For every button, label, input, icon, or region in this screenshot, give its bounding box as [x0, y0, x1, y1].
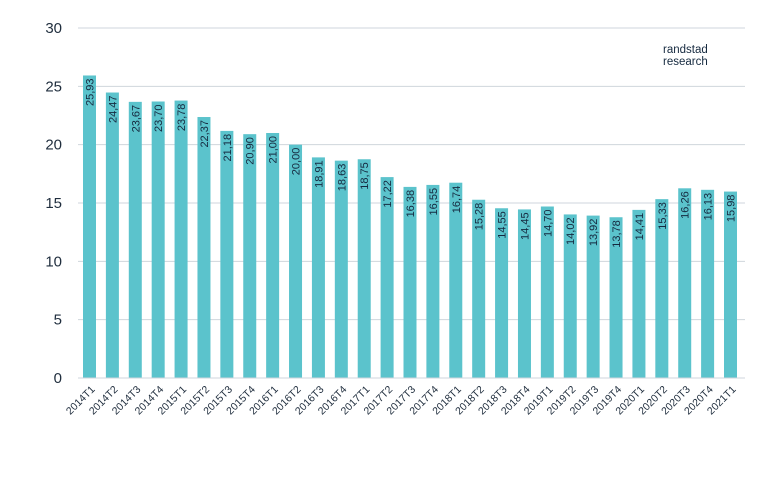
data-label: 14,55: [497, 211, 509, 239]
bar-2017T4: [426, 184, 440, 378]
y-tick-label: 20: [45, 137, 62, 154]
data-label: 15,98: [726, 195, 738, 223]
data-label: 14,45: [519, 212, 531, 240]
data-label: 18,63: [336, 164, 348, 192]
bar-2014T3: [128, 101, 142, 378]
bar-2014T2: [105, 92, 119, 379]
brand-line-2: research: [663, 56, 708, 68]
bar-2017T3: [403, 186, 417, 378]
data-label: 13,92: [588, 219, 600, 247]
bar-2015T1: [174, 100, 188, 379]
bar-2016T3: [311, 157, 325, 378]
bar-2014T1: [83, 75, 96, 378]
bar-2021T1: [724, 191, 737, 378]
data-label: 22,37: [199, 120, 211, 148]
bar-2017T1: [357, 159, 371, 378]
y-tick-label: 25: [45, 78, 62, 95]
data-label: 18,91: [313, 160, 325, 188]
y-tick-label: 30: [45, 20, 62, 37]
bar-2019T2: [563, 214, 577, 378]
y-tick-label: 0: [54, 370, 62, 387]
data-label: 15,28: [474, 203, 486, 231]
data-label: 23,70: [153, 105, 165, 133]
brand-line-1: randstad: [663, 44, 708, 56]
bar-2018T4: [517, 209, 531, 378]
data-label: 16,55: [428, 188, 440, 216]
data-label: 14,70: [542, 210, 554, 238]
bar-2018T3: [495, 208, 509, 378]
bar-2016T1: [266, 133, 280, 378]
data-label: 16,26: [680, 191, 692, 219]
bar-2016T4: [334, 160, 348, 378]
data-label: 23,78: [176, 104, 188, 132]
data-label: 23,67: [130, 105, 142, 133]
bar-2018T1: [449, 182, 463, 378]
data-label: 14,41: [634, 213, 646, 241]
bar-2015T2: [197, 117, 211, 379]
y-tick-label: 10: [45, 253, 62, 270]
bar-2019T4: [609, 217, 623, 378]
y-tick-label: 15: [45, 195, 62, 212]
data-label: 16,74: [451, 186, 463, 214]
bar-2020T4: [701, 189, 715, 378]
bar-2017T2: [380, 177, 394, 378]
bars: [83, 75, 737, 379]
bar-2019T1: [540, 206, 554, 378]
bar-2016T2: [289, 144, 303, 378]
data-label: 17,22: [382, 180, 394, 208]
data-label: 20,00: [291, 148, 303, 176]
data-label: 14,02: [565, 217, 577, 245]
bar-2015T4: [243, 134, 257, 378]
data-label: 25,93: [85, 78, 97, 106]
bar-2020T3: [678, 188, 692, 378]
bar-2020T2: [655, 199, 669, 378]
data-label: 18,75: [359, 162, 371, 190]
data-label: 20,90: [245, 137, 257, 165]
bar-2014T4: [151, 101, 165, 378]
data-label: 16,13: [703, 193, 715, 221]
brand-logo-text: randstad research: [663, 44, 708, 68]
data-label: 21,00: [268, 136, 280, 164]
y-tick-label: 5: [54, 312, 62, 329]
bar-2015T3: [220, 130, 234, 378]
data-label: 21,18: [222, 134, 234, 162]
bar-2018T2: [472, 199, 486, 378]
bar-2020T1: [632, 209, 646, 378]
data-label: 15,33: [657, 202, 669, 230]
data-label: 13,78: [611, 220, 623, 248]
data-labels: 25,93 24,47 23,67 23,70 23,78 22,37 21,18 20,90…: [85, 78, 738, 247]
data-label: 16,38: [405, 190, 417, 218]
y-axis-ticks: 0 5 10 15 20 25 30: [45, 20, 62, 387]
data-label: 24,47: [107, 96, 119, 124]
x-axis-ticks: 2014T12014T22014T32014T42015T12015T22015…: [64, 384, 739, 418]
bar-2019T3: [586, 215, 600, 378]
